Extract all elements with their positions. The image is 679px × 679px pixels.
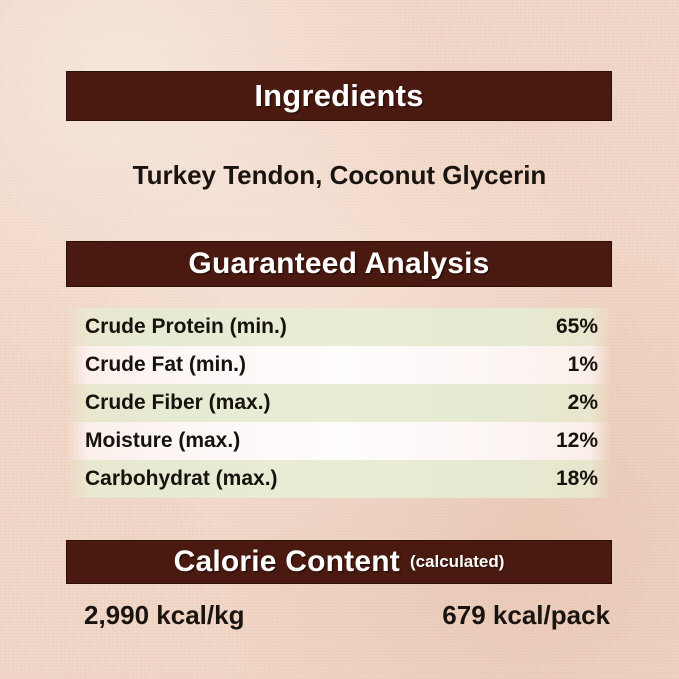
- calorie-values-row: 2,990 kcal/kg 679 kcal/pack: [66, 600, 612, 631]
- guaranteed-analysis-header-bar: Guaranteed Analysis: [66, 241, 612, 287]
- nutrient-value: 1%: [567, 353, 598, 376]
- table-row: Moisture (max.) 12%: [66, 422, 612, 460]
- calories-per-kg: 2,990 kcal/kg: [84, 600, 245, 630]
- table-row: Carbohydrat (max.) 18%: [66, 460, 612, 498]
- nutrient-label: Crude Fat (min.): [85, 353, 246, 376]
- nutrient-value: 18%: [555, 467, 598, 490]
- calorie-content-subheading: (calculated): [409, 552, 505, 571]
- table-row: Crude Fat (min.) 1%: [66, 346, 612, 384]
- nutrient-value: 2%: [567, 391, 598, 414]
- nutrient-label: Crude Fiber (max.): [85, 391, 271, 414]
- nutrient-value: 12%: [555, 429, 598, 452]
- ingredients-heading: Ingredients: [254, 78, 424, 113]
- calorie-content-heading: Calorie Content: [173, 545, 400, 578]
- nutrient-label: Moisture (max.): [85, 429, 241, 452]
- calories-per-pack: 679 kcal/pack: [442, 600, 610, 630]
- guaranteed-analysis-table: Crude Protein (min.) 65% Crude Fat (min.…: [66, 308, 612, 498]
- table-row: Crude Protein (min.) 65%: [66, 308, 612, 346]
- calorie-content-header-bar: Calorie Content (calculated): [66, 540, 612, 584]
- nutrient-label: Carbohydrat (max.): [85, 467, 278, 490]
- guaranteed-analysis-heading: Guaranteed Analysis: [188, 247, 490, 280]
- nutrient-label: Crude Protein (min.): [85, 315, 287, 338]
- table-row: Crude Fiber (max.) 2%: [66, 384, 612, 422]
- ingredients-header-bar: Ingredients: [66, 71, 612, 121]
- nutrient-value: 65%: [555, 315, 598, 338]
- ingredients-list-text: Turkey Tendon, Coconut Glycerin: [132, 160, 547, 190]
